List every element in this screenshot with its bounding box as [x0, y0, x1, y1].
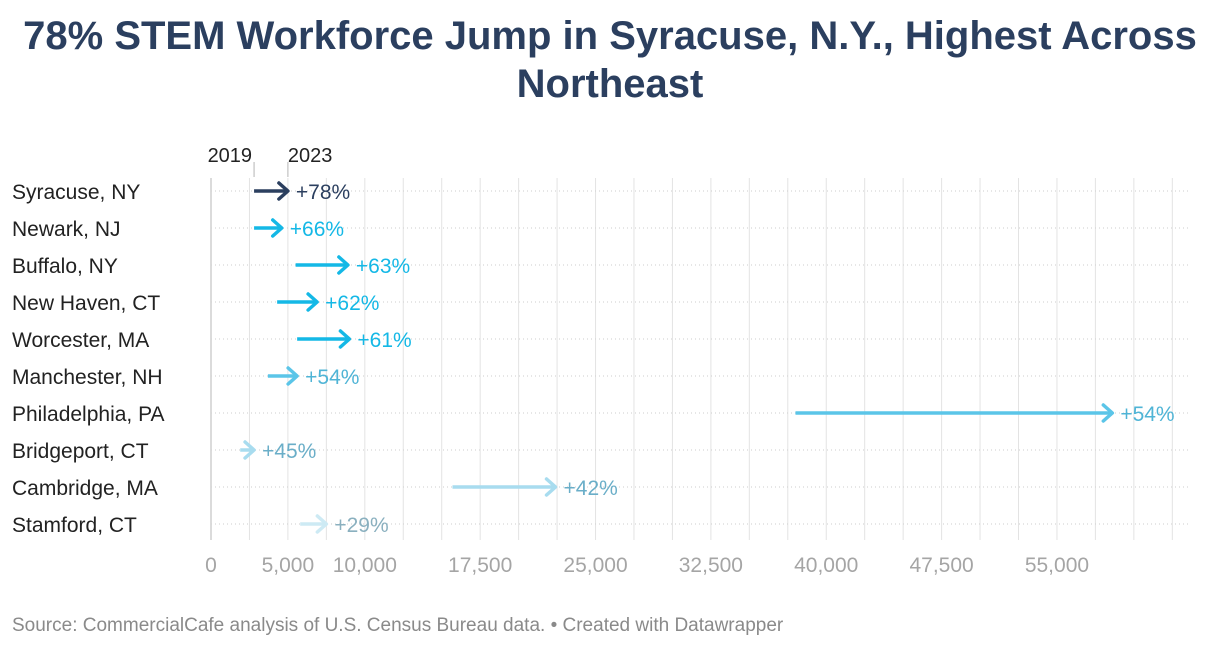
change-label: +62%: [325, 292, 379, 315]
arrow-head: [1101, 403, 1115, 423]
arrow-head: [338, 329, 352, 349]
x-tick-label: 32,500: [679, 554, 743, 577]
category-label: Bridgeport, CT: [12, 440, 149, 463]
x-tick-label: 55,000: [1025, 554, 1089, 577]
change-label: +29%: [334, 514, 388, 537]
grid-lines: [210, 178, 1188, 540]
arrow-head: [337, 255, 350, 275]
year-header: 2019 2023: [208, 145, 333, 177]
x-tick-label: 10,000: [333, 554, 397, 577]
change-label: +63%: [356, 255, 410, 278]
category-label: Manchester, NH: [12, 366, 163, 389]
data-rows: Syracuse, NY +78% Newark, NJ +66% Buffalo, N…: [12, 181, 1175, 537]
arrow-head: [286, 366, 299, 386]
source-note: Source: CommercialCafe analysis of U.S. …: [12, 615, 784, 636]
category-label: Cambridge, MA: [12, 477, 158, 500]
change-label: +45%: [262, 440, 316, 463]
x-axis-ticks: 0 5,000 10,000 17,500 25,000 32,500 40,000 47,5…: [205, 554, 1089, 577]
arrow-head: [271, 218, 284, 238]
category-label: Syracuse, NY: [12, 181, 140, 204]
arrow-head: [277, 181, 290, 201]
header-label-2019: 2019: [208, 145, 253, 167]
category-label: Worcester, MA: [12, 329, 149, 352]
chart-title: 78% STEM Workforce Jump in Syracuse, N.Y…: [23, 14, 1197, 106]
category-label: Philadelphia, PA: [12, 403, 165, 426]
x-tick-label: 40,000: [794, 554, 858, 577]
change-label: +66%: [290, 218, 344, 241]
change-label: +54%: [305, 366, 359, 389]
change-label: +42%: [564, 477, 618, 500]
category-label: Buffalo, NY: [12, 255, 118, 278]
x-tick-label: 5,000: [262, 554, 315, 577]
header-label-2023: 2023: [288, 145, 333, 167]
change-label: +61%: [357, 329, 411, 352]
category-label: Newark, NJ: [12, 218, 121, 241]
arrow-head: [306, 292, 319, 312]
category-label: New Haven, CT: [12, 292, 160, 315]
change-label: +78%: [296, 181, 350, 204]
x-tick-label: 47,500: [909, 554, 973, 577]
arrow-head: [544, 477, 558, 497]
x-tick-label: 25,000: [563, 554, 627, 577]
change-label: +54%: [1120, 403, 1174, 426]
x-tick-label: 17,500: [448, 554, 512, 577]
arrow-chart: 2019 2023 Syracuse, NY +78% Newark, NJ +66% B…: [12, 145, 1188, 577]
x-tick-label: 0: [205, 554, 217, 577]
arrow-head: [315, 514, 329, 534]
arrow-head: [243, 440, 256, 460]
category-label: Stamford, CT: [12, 514, 137, 537]
